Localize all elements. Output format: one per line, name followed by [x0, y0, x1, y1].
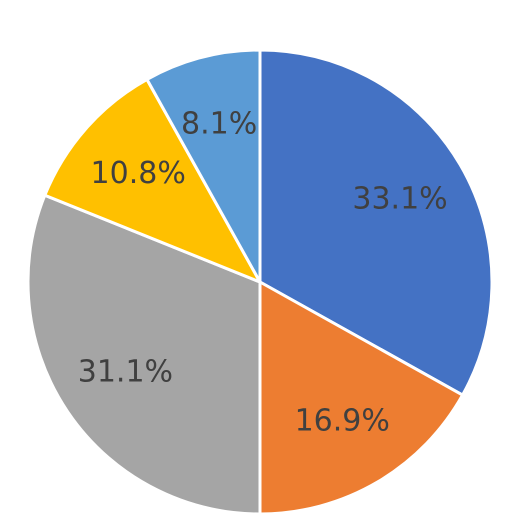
data-label: 8.1% [181, 106, 257, 141]
data-label: 31.1% [78, 354, 173, 389]
data-label: 10.8% [91, 156, 186, 191]
pie-slice [258, 279, 465, 516]
pie-slice [26, 193, 262, 516]
data-label: 16.9% [295, 404, 390, 439]
pie-slice [144, 48, 262, 288]
pie-slice [258, 48, 494, 398]
pie-slice [42, 77, 264, 285]
data-label: 33.1% [352, 181, 447, 216]
